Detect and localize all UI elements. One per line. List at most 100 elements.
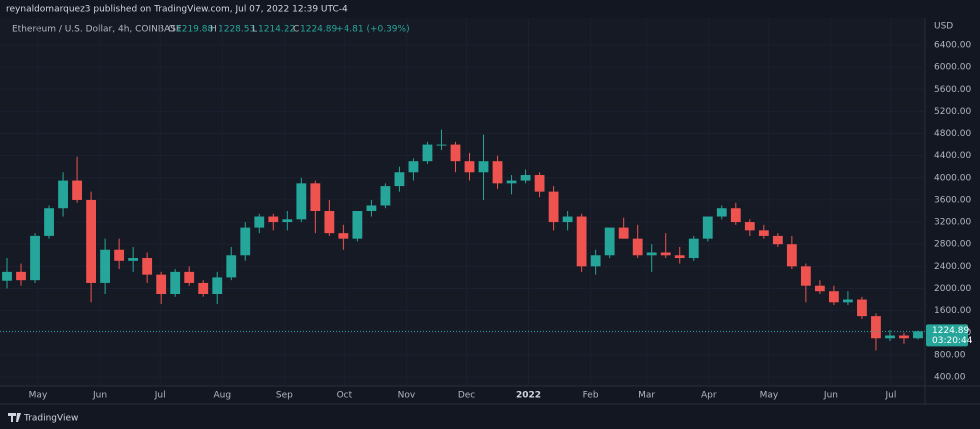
- candle-body: [885, 335, 895, 339]
- candle-body: [913, 331, 923, 339]
- candle-body: [744, 222, 755, 231]
- candle-body: [240, 227, 251, 256]
- x-tick-label: Nov: [398, 391, 416, 401]
- candle-body: [324, 211, 335, 234]
- axes: 400.00800.001200.001600.002000.002400.00…: [29, 41, 973, 401]
- x-tick-label: 2022: [516, 391, 541, 401]
- x-tick-label: Jul: [154, 391, 166, 401]
- price-tag-value: 1224.89: [932, 326, 969, 336]
- candle-body: [871, 316, 881, 339]
- change: +4.81 (+0.39%): [336, 25, 410, 35]
- candle-body: [380, 186, 391, 206]
- candle-body: [843, 299, 853, 303]
- o-value: 1219.88: [176, 25, 213, 35]
- candle-body: [30, 235, 40, 281]
- candle-body: [16, 271, 26, 281]
- y-tick-label: 5200.00: [934, 107, 971, 117]
- candle-body: [422, 144, 433, 162]
- candle-body: [590, 255, 601, 267]
- x-tick-label: May: [760, 391, 779, 401]
- candle-body: [338, 233, 349, 239]
- candle-body: [506, 180, 517, 184]
- x-tick-label: Jun: [92, 391, 107, 401]
- logo: [8, 413, 21, 422]
- candle-body: [198, 282, 209, 294]
- candle-body: [254, 216, 265, 228]
- candle-body: [268, 216, 279, 223]
- plot-area: [0, 18, 925, 386]
- candle-body: [212, 277, 223, 294]
- candle-body: [660, 252, 671, 256]
- candle-body: [44, 208, 54, 236]
- published-text: reynaldomarquez3 published on TradingVie…: [6, 5, 348, 15]
- candle-body: [128, 258, 139, 261]
- x-tick-label: Mar: [638, 391, 655, 401]
- candles: [0, 129, 925, 351]
- brand: TradingView: [23, 414, 78, 424]
- legend: Ethereum / U.S. Dollar, 4h, COINBASE O 1…: [12, 25, 410, 35]
- candle-body: [310, 183, 321, 211]
- candle-body: [702, 216, 713, 239]
- y-tick-label: 6000.00: [934, 63, 971, 73]
- candle-body: [772, 235, 783, 245]
- candle-body: [156, 274, 167, 294]
- x-tick-label: Aug: [213, 391, 231, 401]
- candle-body: [408, 161, 419, 173]
- candle-body: [436, 144, 447, 146]
- y-tick-label: 3200.00: [934, 218, 971, 228]
- y-tick-label: 6400.00: [934, 41, 971, 51]
- x-tick-label: Apr: [701, 391, 717, 401]
- candle-body: [352, 211, 363, 239]
- candle-body: [899, 335, 909, 339]
- o-label: O: [168, 25, 175, 35]
- y-tick-label: 400.00: [934, 373, 966, 383]
- y-tick-label: 4000.00: [934, 173, 971, 183]
- candle-body: [828, 291, 839, 303]
- candle-body: [100, 249, 111, 283]
- candle-body: [646, 252, 657, 256]
- y-tick-label: 2400.00: [934, 262, 971, 272]
- candle-body: [296, 183, 307, 220]
- y-tick-label: 2800.00: [934, 240, 971, 250]
- candle-body: [366, 205, 377, 211]
- candle-body: [576, 216, 587, 267]
- h-value: 1228.53: [218, 25, 255, 35]
- candle-body: [394, 172, 405, 187]
- candle-body: [170, 271, 181, 294]
- x-tick-label: Jun: [823, 391, 838, 401]
- candle-body: [758, 230, 769, 236]
- candle-body: [492, 161, 503, 184]
- grid: [0, 18, 925, 386]
- candle-body: [58, 180, 68, 209]
- candle-body: [464, 161, 475, 173]
- y-tick-label: 800.00: [934, 350, 966, 360]
- l-label: L: [252, 25, 257, 35]
- candle-body: [800, 266, 811, 286]
- y-tick-label: 4400.00: [934, 151, 971, 161]
- candle-body: [562, 216, 573, 223]
- candle-body: [478, 161, 489, 173]
- l-value: 1214.22: [258, 25, 295, 35]
- candle-body: [534, 175, 545, 192]
- candle-body: [857, 299, 867, 317]
- x-tick-label: Feb: [583, 391, 599, 401]
- candle-body: [786, 244, 797, 267]
- candle-body: [814, 285, 825, 292]
- candle-body: [604, 227, 615, 256]
- candle-body: [618, 227, 629, 239]
- candle-body: [716, 208, 727, 217]
- y-tick-label: 1600.00: [934, 306, 971, 316]
- candle-body: [548, 191, 559, 223]
- x-tick-label: Dec: [458, 391, 475, 401]
- x-tick-label: Oct: [337, 391, 353, 401]
- countdown: 03:20:44: [932, 336, 973, 346]
- candle-body: [282, 219, 293, 223]
- candle-body: [2, 271, 12, 281]
- symbol: Ethereum / U.S. Dollar, 4h, COINBASE: [12, 25, 182, 35]
- candle-body: [184, 271, 195, 283]
- c-label: C: [293, 25, 299, 35]
- h-label: H: [210, 25, 217, 35]
- y-tick-label: 5600.00: [934, 85, 971, 95]
- candle-body: [688, 238, 699, 259]
- candle-body: [114, 249, 125, 261]
